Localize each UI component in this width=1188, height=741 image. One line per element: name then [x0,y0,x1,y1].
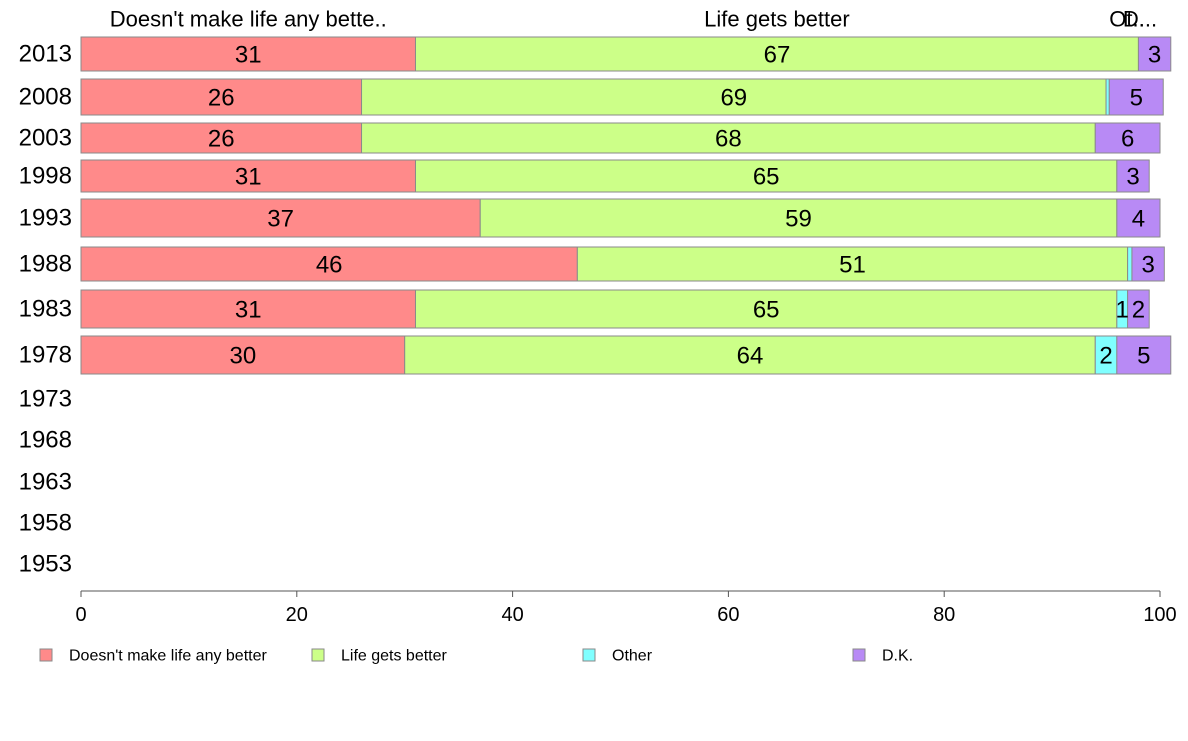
column-header-1: Life gets better [704,7,850,32]
category-label-1973: 1973 [19,386,72,413]
category-label-1958: 1958 [19,510,72,537]
data-label-2008-0: 26 [208,85,235,112]
data-label-1998-1: 65 [753,164,780,191]
data-label-1978-0: 30 [229,343,256,370]
column-header-2: Ot.. [1109,7,1144,32]
data-label-1983-0: 31 [235,297,262,324]
bar-segment-1988-3 [1131,246,1165,282]
data-label-2003-1: 68 [715,126,742,153]
bar-segment-1993-3 [1116,198,1161,238]
data-label-2013-0: 31 [235,42,262,69]
legend-label-0: Doesn't make life any better [69,648,267,665]
top-labels-group: Doesn't make life any bette.. Life gets b… [110,7,1157,32]
legend-swatch-3 [852,648,866,662]
x-tick-label-100: 100 [1143,604,1176,626]
legend-label-3: D.K. [882,648,913,665]
category-label-1988: 1988 [19,251,72,278]
category-label-2003: 2003 [19,125,72,152]
data-label-2013-1: 67 [764,42,791,69]
bar-segment-2013-0 [80,36,416,72]
category-label-2013: 2013 [19,41,72,68]
bar-segment-2008-3 [1108,78,1164,116]
bar-segment-1978-1 [404,335,1096,375]
bar-segment-1978-0 [80,335,406,375]
data-label-1993-3: 4 [1132,206,1145,233]
bar-segment-1983-1 [414,289,1118,329]
category-label-1963: 1963 [19,469,72,496]
data-label-1993-1: 59 [785,206,812,233]
data-label-1983-3: 2 [1132,297,1145,324]
bar-segment-2008-0 [80,78,363,116]
category-label-1983: 1983 [19,296,72,323]
legend-swatch-2 [582,648,596,662]
bars-group [80,36,1172,375]
x-tick-label-20: 20 [286,604,308,626]
column-header-3: D... [1123,7,1157,32]
bar-segment-1978-3 [1116,335,1172,375]
data-label-1978-1: 64 [737,343,764,370]
bar-segment-2003-3 [1094,122,1161,154]
category-label-1993: 1993 [19,205,72,232]
bar-segment-2013-3 [1137,36,1172,72]
legend-label-1: Life gets better [341,648,448,665]
category-label-1953: 1953 [19,551,72,578]
data-label-1988-3: 3 [1141,252,1154,279]
bar-segment-1998-1 [414,159,1118,193]
category-label-2008: 2008 [19,84,72,111]
bar-segment-2008-1 [361,78,1107,116]
legend-label-2: Other [612,648,653,665]
column-header-0: Doesn't make life any bette.. [110,7,387,32]
bar-segment-1988-2 [1127,246,1133,282]
x-tick-label-60: 60 [717,604,739,626]
data-label-1978-2: 2 [1099,343,1112,370]
data-label-1993-0: 37 [267,206,294,233]
bar-segment-2013-1 [414,36,1139,72]
bar-segment-2003-0 [80,122,363,154]
bar-segment-1998-0 [80,159,416,193]
legend-swatch-0 [39,648,53,662]
x-tick-label-0: 0 [75,604,86,626]
bar-segment-1983-0 [80,289,416,329]
data-label-1978-3: 5 [1137,343,1150,370]
data-label-2008-1: 69 [720,85,747,112]
data-label-2003-3: 6 [1121,126,1134,153]
data-label-2013-3: 3 [1148,42,1161,69]
bar-segment-1993-0 [80,198,481,238]
data-label-1988-0: 46 [316,252,343,279]
bar-segment-1998-3 [1116,159,1150,193]
x-tick-label-40: 40 [501,604,523,626]
category-label-1968: 1968 [19,427,72,454]
legend-swatch-1 [311,648,325,662]
bar-labels-group: 31 67 3 26 69 5 26 68 6 31 65 3 37 59 4 46 51 3 31 65 1 2 30 64… [208,42,1161,370]
data-label-1983-1: 65 [753,297,780,324]
x-axis: 0 20 40 60 80 100 [75,590,1177,626]
legend: Doesn't make life any better Life gets be… [39,648,913,665]
data-label-1998-3: 3 [1126,164,1139,191]
category-labels-group: 2013 2008 2003 1998 1993 1988 1983 1978 1973 1968… [19,41,72,578]
category-label-1978: 1978 [19,342,72,369]
category-label-1998: 1998 [19,163,72,190]
bar-segment-1993-1 [479,198,1118,238]
x-tick-label-80: 80 [933,604,955,626]
bar-segment-1983-3 [1127,289,1150,329]
bar-segment-2003-1 [361,122,1096,154]
data-label-2008-3: 5 [1130,85,1143,112]
data-label-2003-0: 26 [208,126,235,153]
data-label-1983-2: 1 [1116,297,1129,324]
data-label-1988-1: 51 [839,252,866,279]
data-label-1998-0: 31 [235,164,262,191]
